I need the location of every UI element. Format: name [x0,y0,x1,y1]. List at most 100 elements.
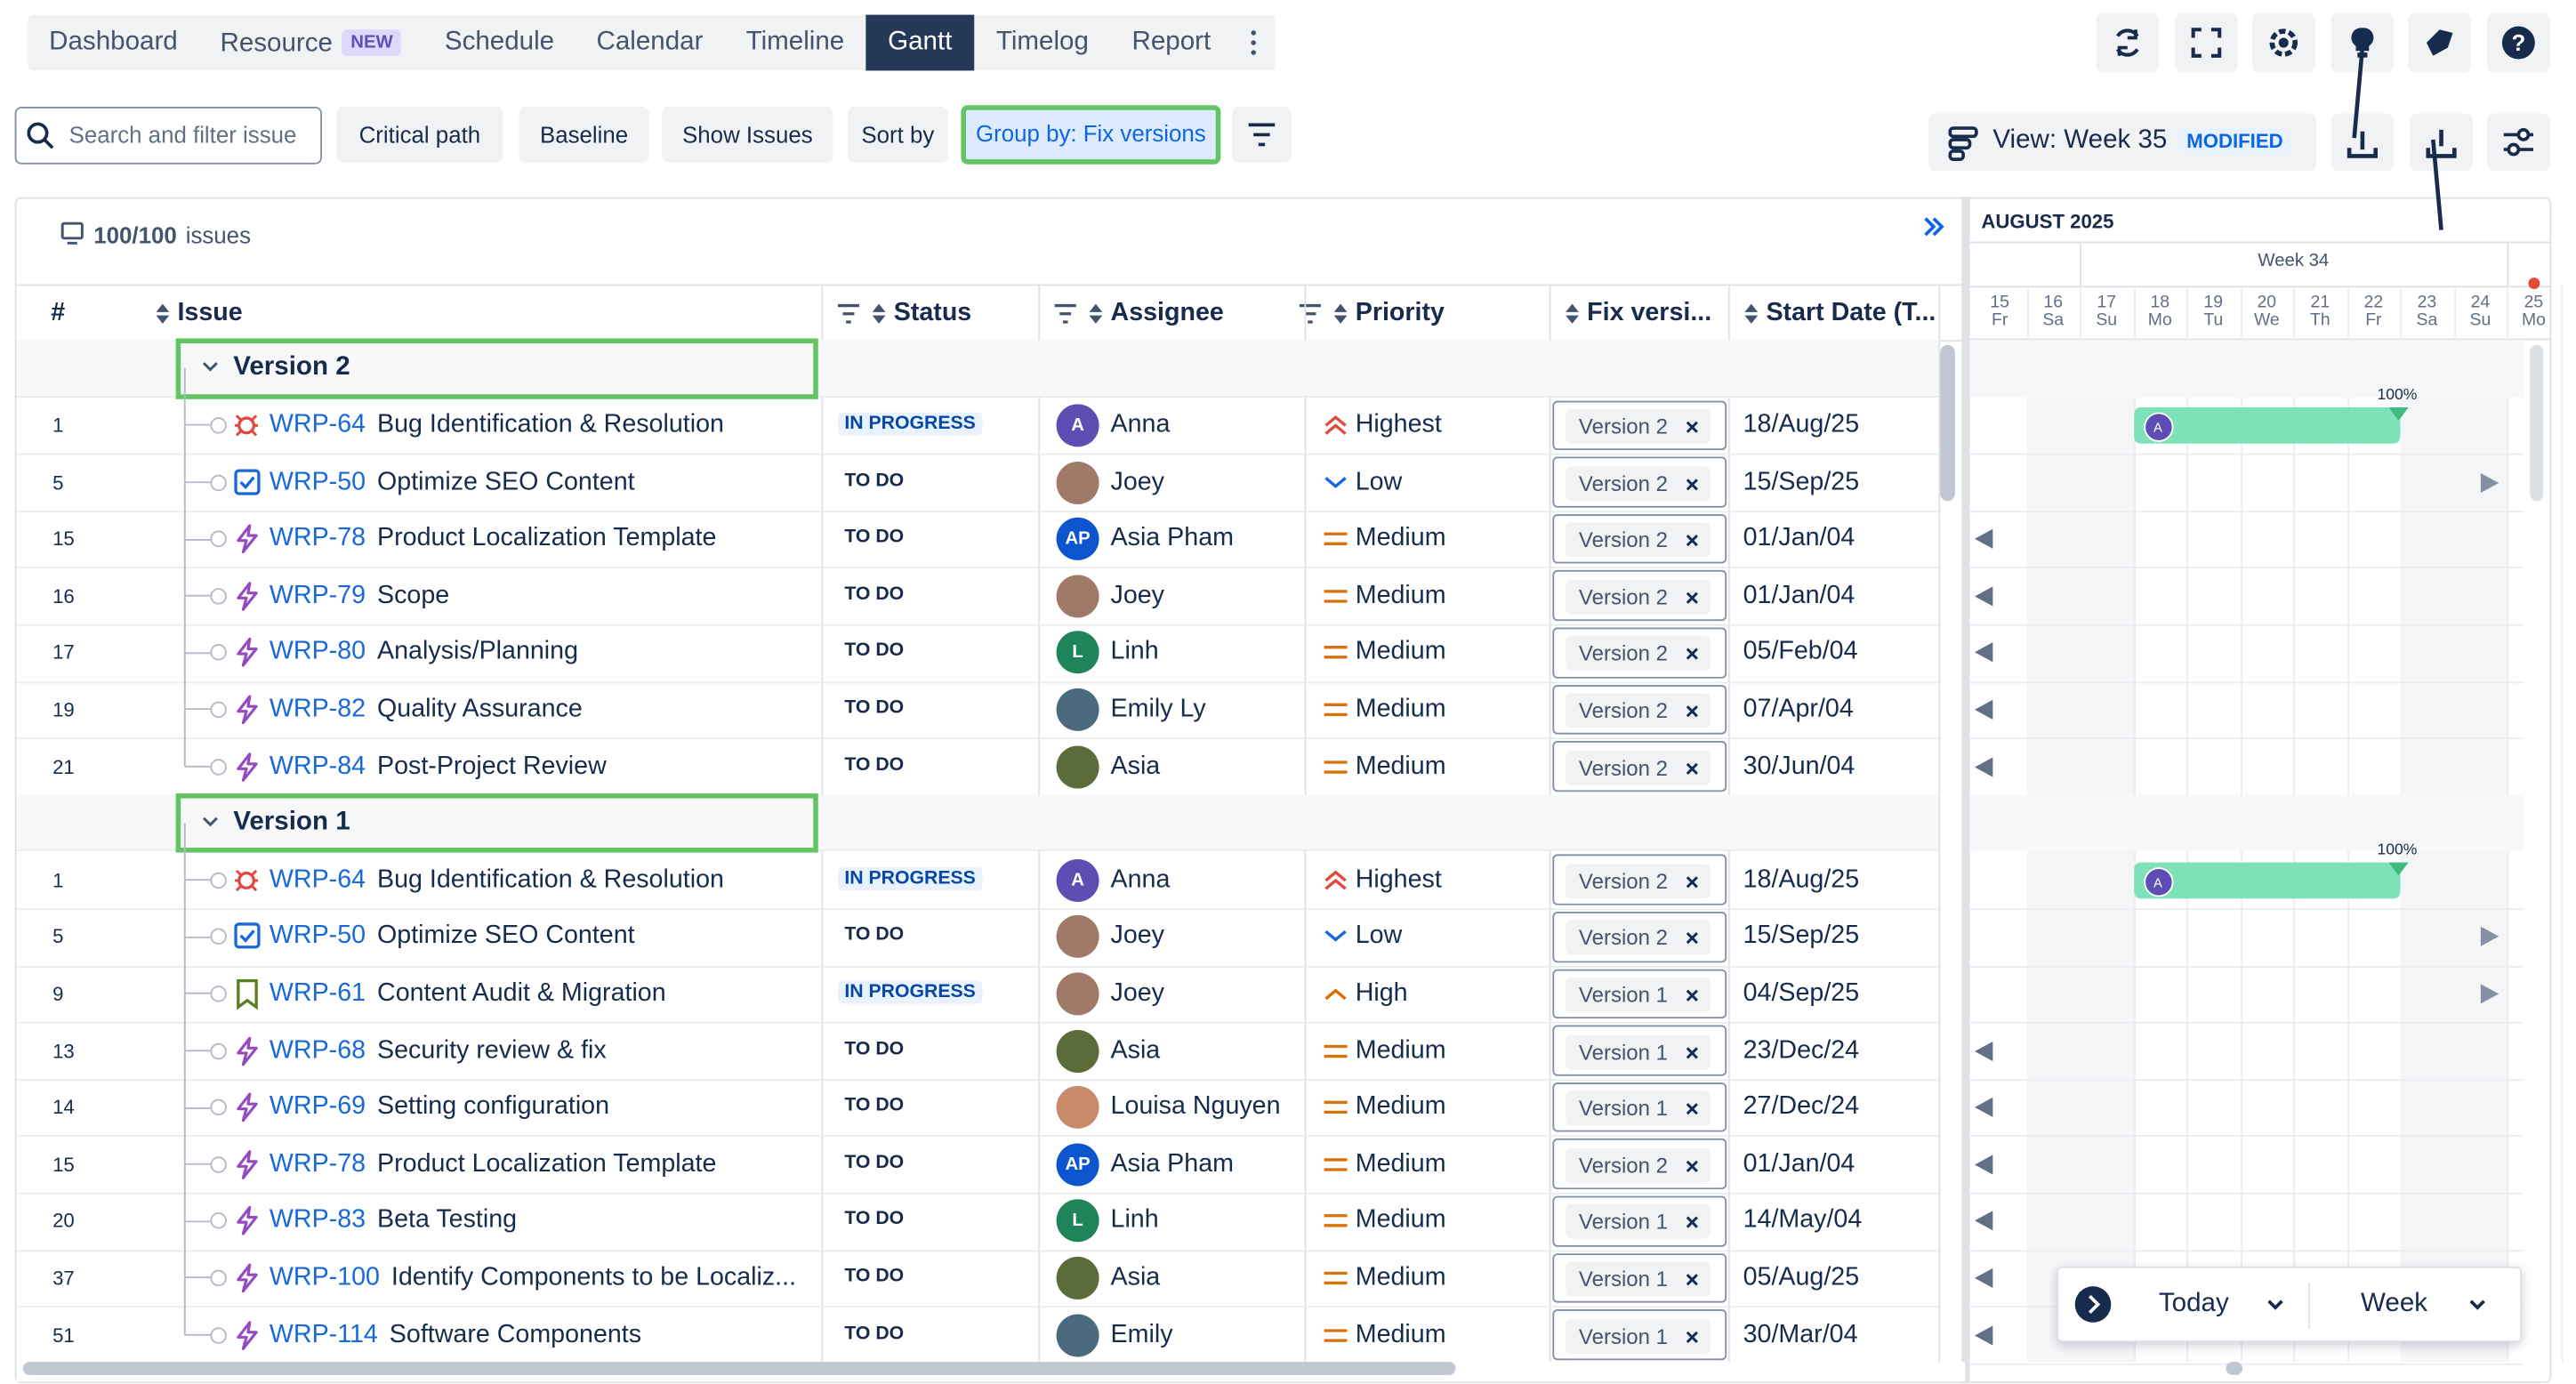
issue-key[interactable]: WRP-68 [270,1035,366,1063]
gantt-bar[interactable] [2133,862,2400,898]
issue-key[interactable]: WRP-84 [270,752,366,779]
nav-tab[interactable]: Schedule [424,15,576,71]
action-icon[interactable] [2346,126,2379,159]
icon[interactable] [2108,23,2147,62]
issue-summary[interactable]: Product Localization Template [377,1149,716,1177]
today-button[interactable]: Today [2159,1290,2229,1319]
sort-icon[interactable] [1332,302,1348,326]
offscreen-left[interactable] [1975,757,1994,776]
offscreen-left[interactable] [1975,1041,1994,1060]
issue-key[interactable]: WRP-64 [270,865,366,893]
issue-summary[interactable]: Security review & fix [377,1035,607,1063]
group-name[interactable]: Version 1 [233,808,350,837]
sort-icon[interactable] [1743,302,1759,326]
issue-summary[interactable]: Setting configuration [377,1092,609,1120]
nav-tab[interactable]: Timelog [974,15,1110,71]
column-header[interactable]: Status [894,299,971,328]
remove-icon[interactable] [1686,478,1699,491]
remove-icon[interactable] [1686,1216,1699,1229]
offscreen-left[interactable] [1975,1325,1994,1345]
issue-summary[interactable]: Optimize SEO Content [377,467,635,495]
issue-summary[interactable]: Identify Components to be Localiz... [391,1263,796,1291]
sort-icon[interactable] [1564,302,1580,326]
remove-icon[interactable] [1686,761,1699,775]
offscreen-left[interactable] [1975,700,1994,720]
remove-icon[interactable] [1686,932,1699,945]
issue-key[interactable]: WRP-50 [270,467,366,495]
issue-key[interactable]: WRP-78 [270,1149,366,1177]
sort-icon[interactable] [155,302,171,326]
action-icon[interactable] [2502,126,2535,159]
filter-col-icon[interactable] [838,304,861,324]
nav-tab[interactable]: Calendar [575,15,724,71]
issue-key[interactable]: WRP-82 [270,695,366,722]
sort-icon[interactable] [1088,302,1104,326]
offscreen-right[interactable] [2479,984,2499,1003]
action-icon[interactable] [2425,126,2458,159]
issue-summary[interactable]: Post-Project Review [377,752,607,779]
issue-summary[interactable]: Content Audit & Migration [377,979,666,1007]
column-header[interactable]: Priority [1356,299,1445,328]
offscreen-right[interactable] [2479,927,2499,946]
issue-key[interactable]: WRP-50 [270,922,366,950]
offscreen-left[interactable] [1975,586,1994,606]
remove-icon[interactable] [1686,1159,1699,1172]
more-icon[interactable] [1249,29,1262,56]
icon[interactable] [2264,23,2303,62]
remove-icon[interactable] [1686,1102,1699,1115]
toolbar-button[interactable]: Baseline [519,107,649,163]
column-header[interactable]: Assignee [1111,299,1224,328]
chevron[interactable] [2267,1300,2283,1313]
issue-key[interactable]: WRP-69 [270,1092,366,1120]
remove-icon[interactable] [1686,1273,1699,1286]
group-name[interactable]: Version 2 [233,353,350,382]
issue-key[interactable]: WRP-64 [270,411,366,439]
issue-key[interactable]: WRP-114 [270,1320,378,1348]
column-header[interactable]: Fix versi... [1587,299,1711,328]
issue-key[interactable]: WRP-83 [270,1206,366,1234]
nav-tab[interactable]: Timeline [725,15,866,71]
icon[interactable] [2186,23,2226,62]
collapse-icon[interactable] [1922,215,1945,238]
issue-summary[interactable]: Product Localization Template [377,524,716,551]
column-header[interactable]: Issue [177,299,242,328]
offscreen-left[interactable] [1975,643,1994,663]
issue-summary[interactable]: Analysis/Planning [377,638,578,665]
column-header[interactable]: Start Date (T... [1766,299,1936,328]
remove-icon[interactable] [1686,534,1699,547]
column-header[interactable]: # [51,299,65,328]
issue-summary[interactable]: Quality Assurance [377,695,583,722]
scale-button[interactable]: Week [2361,1290,2427,1319]
icon[interactable] [2420,23,2459,62]
offscreen-left[interactable] [1975,1155,1994,1174]
issue-summary[interactable]: Software Components [390,1320,641,1348]
icon[interactable]: ? [2499,23,2538,62]
issue-key[interactable]: WRP-79 [270,581,366,608]
offscreen-right[interactable] [2479,472,2499,492]
remove-icon[interactable] [1686,704,1699,718]
toolbar-button[interactable]: Sort by [848,107,948,163]
issue-summary[interactable]: Bug Identification & Resolution [377,865,724,893]
issue-summary[interactable]: Scope [377,581,449,608]
remove-icon[interactable] [1686,421,1699,434]
issue-key[interactable]: WRP-78 [270,524,366,551]
gantt-bar[interactable] [2133,407,2400,444]
offscreen-left[interactable] [1975,1098,1994,1117]
offscreen-left[interactable] [1975,529,1994,549]
chevron[interactable] [2469,1300,2485,1313]
remove-icon[interactable] [1686,1330,1699,1343]
toolbar-button[interactable]: Show Issues [662,107,833,163]
toolbar-button[interactable]: Critical path [337,107,503,163]
nav-tab[interactable]: Report [1111,15,1233,71]
next-icon[interactable] [2075,1286,2112,1323]
offscreen-left[interactable] [1975,1268,1994,1288]
nav-tab[interactable]: Dashboard [28,15,198,71]
toolbar-button[interactable]: Group by: Fix versions [961,105,1220,164]
issue-key[interactable]: WRP-61 [270,979,366,1007]
remove-icon[interactable] [1686,648,1699,661]
remove-icon[interactable] [1686,875,1699,889]
issue-summary[interactable]: Beta Testing [377,1206,517,1234]
issue-summary[interactable]: Bug Identification & Resolution [377,411,724,439]
filter-icon[interactable] [1247,122,1276,149]
issue-summary[interactable]: Optimize SEO Content [377,922,635,950]
